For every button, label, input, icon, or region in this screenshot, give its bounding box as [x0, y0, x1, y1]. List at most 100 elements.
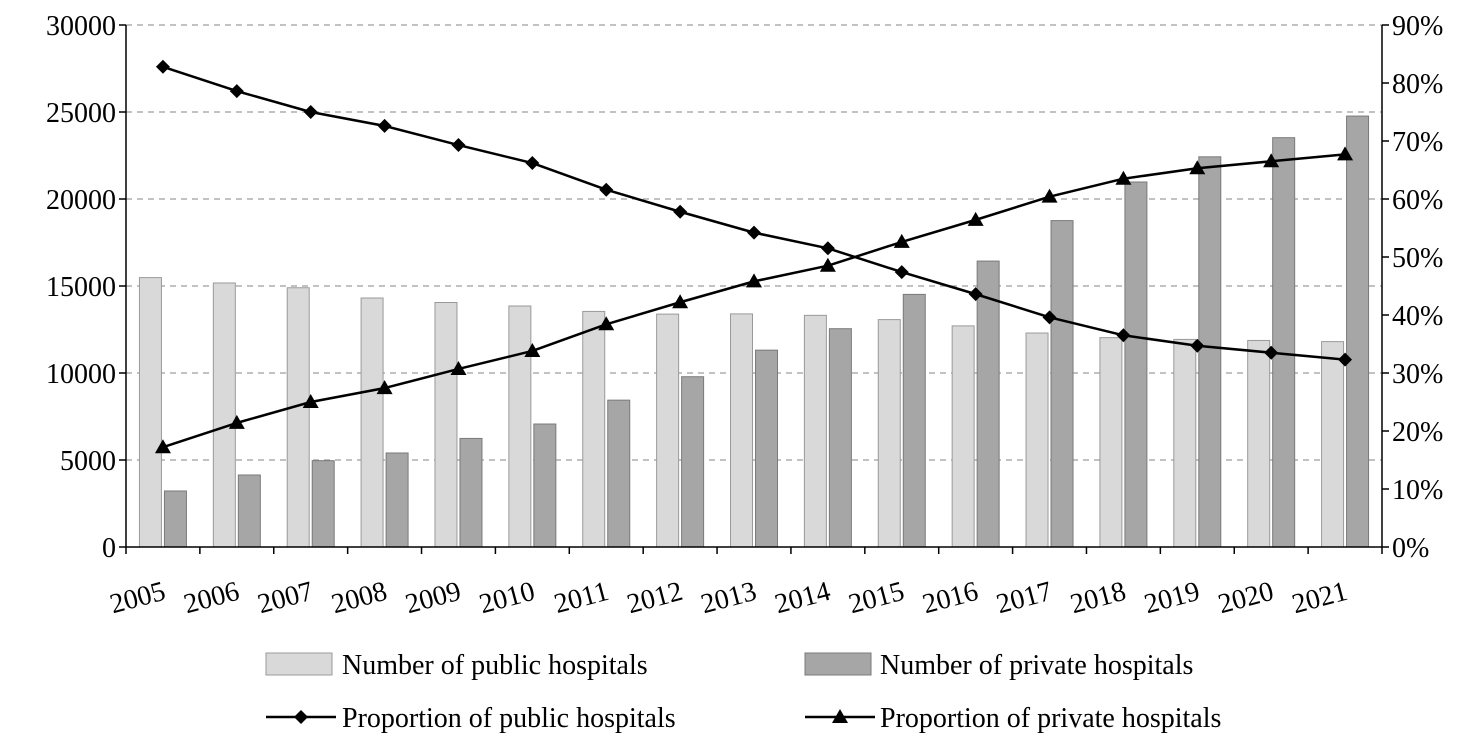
y-left-tick-label: 30000 [46, 11, 116, 42]
x-tick-label: 2006 [181, 576, 243, 620]
y-right-tick-label: 90% [1392, 11, 1443, 42]
bar-public-count [730, 313, 753, 548]
x-tick-label: 2020 [1215, 576, 1277, 620]
point-public-proportion [377, 118, 392, 133]
bar-public-count [1173, 338, 1197, 548]
point-public-proportion [968, 287, 983, 302]
line-public-proportion [162, 65, 1346, 361]
point-public-proportion [155, 59, 170, 74]
bar-public-count [360, 297, 384, 548]
point-public-proportion [1116, 328, 1131, 343]
legend-label-private-proportion: Proportion of private hospitals [880, 703, 1221, 734]
y-right-tick-label: 50% [1392, 243, 1443, 274]
bar-public-count [138, 277, 162, 548]
bar-public-count [434, 302, 458, 548]
point-private-proportion [1337, 146, 1354, 161]
y-right-tick-label: 40% [1392, 301, 1443, 332]
legend-marker-diamond [294, 710, 308, 724]
x-tick-label: 2005 [107, 576, 169, 620]
point-private-proportion [228, 414, 245, 429]
legend: Number of public hospitals Number of pri… [265, 650, 1221, 734]
point-private-proportion [524, 342, 541, 357]
bar-public-count [656, 313, 680, 548]
line-private-proportion [162, 153, 1346, 449]
x-tick-label: 2012 [624, 576, 686, 620]
point-public-proportion [1190, 338, 1205, 353]
bar-private-count [1198, 156, 1222, 548]
point-public-proportion [747, 225, 761, 240]
y-left-tick-label: 20000 [46, 185, 116, 216]
y-right-tick-label: 0% [1392, 533, 1429, 564]
bar-public-count [286, 287, 310, 548]
point-public-proportion [894, 265, 909, 280]
bar-public-count [1247, 339, 1271, 548]
y-left-tick-label: 10000 [46, 359, 116, 390]
bar-private-count [459, 437, 483, 548]
bar-public-count [582, 310, 606, 548]
point-private-proportion [893, 233, 910, 248]
point-private-proportion [819, 257, 836, 272]
point-public-proportion [820, 241, 835, 256]
x-tick-label: 2007 [254, 576, 316, 620]
legend-label-public-count: Number of public hospitals [342, 650, 648, 681]
bar-private-count [163, 490, 187, 548]
point-private-proportion [746, 273, 762, 288]
y-left-tick-label: 25000 [46, 98, 116, 129]
x-tick-label: 2013 [698, 576, 760, 620]
legend-label-public-proportion: Proportion of public hospitals [342, 703, 676, 734]
bar-public-count [951, 325, 975, 548]
point-private-proportion [672, 294, 689, 309]
y-right-tick-label: 10% [1392, 475, 1443, 506]
bar-private-count [902, 293, 926, 548]
point-public-proportion [673, 204, 688, 219]
x-tick-label: 2019 [1141, 576, 1203, 620]
bar-private-count [237, 474, 261, 548]
x-tick-label: 2015 [845, 576, 907, 620]
bar-private-count [1124, 181, 1148, 548]
y-right-tick-label: 80% [1392, 69, 1443, 100]
point-public-proportion [451, 138, 466, 153]
lines [154, 59, 1354, 454]
point-private-proportion [376, 380, 393, 395]
bar-private-count [1346, 115, 1370, 548]
x-tick-label: 2008 [328, 576, 390, 620]
point-private-proportion [1189, 160, 1206, 175]
point-public-proportion [599, 182, 614, 197]
y-right-tick-label: 70% [1392, 127, 1443, 158]
point-private-proportion [598, 316, 615, 331]
legend-label-private-count: Number of private hospitals [880, 650, 1193, 681]
point-private-proportion [1041, 188, 1058, 203]
bar-public-count [1321, 341, 1345, 548]
bar-private-count [681, 376, 705, 548]
x-tick-label: 2009 [402, 576, 464, 620]
bar-public-count [212, 282, 236, 548]
x-tick-label: 2016 [919, 576, 981, 620]
point-public-proportion [525, 156, 540, 171]
point-private-proportion [1115, 170, 1132, 185]
y-right-tick-label: 60% [1392, 185, 1443, 216]
y-left-tick-label: 0 [102, 533, 116, 564]
bar-public-count [1099, 337, 1123, 548]
y-right-tick-label: 20% [1392, 417, 1443, 448]
x-tick-label: 2014 [772, 576, 834, 620]
bar-private-count [1050, 220, 1074, 548]
bar-public-count [877, 319, 901, 548]
point-private-proportion [154, 439, 171, 454]
x-tick-label: 2018 [1067, 576, 1129, 620]
x-tick-label: 2021 [1289, 576, 1351, 620]
axes [119, 24, 1389, 554]
bar-public-count [803, 314, 827, 548]
bar-private-count [607, 399, 631, 548]
bar-private-count [828, 328, 852, 548]
y-left-tick-label: 5000 [60, 446, 116, 477]
point-public-proportion [1264, 345, 1279, 360]
x-tick-label: 2017 [993, 576, 1055, 620]
point-private-proportion [967, 211, 984, 226]
point-private-proportion [450, 360, 467, 375]
legend-swatch-private-count [804, 652, 872, 676]
x-tick-label: 2010 [476, 576, 538, 620]
y-right-tick-label: 30% [1392, 359, 1443, 390]
bar-private-count [533, 423, 557, 548]
